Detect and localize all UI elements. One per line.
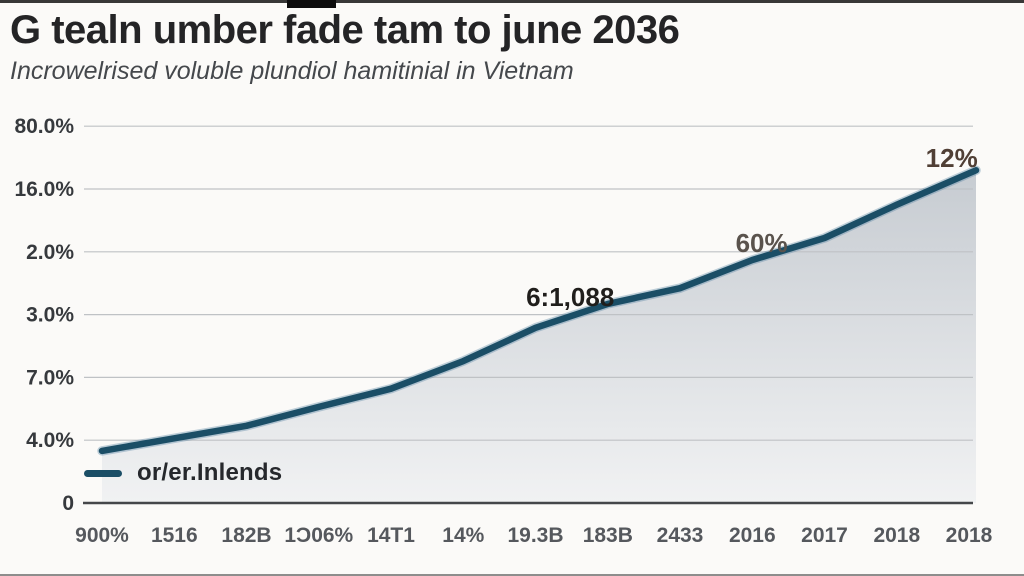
x-axis-label: 14T1 bbox=[367, 524, 415, 547]
bottom-edge-bar bbox=[0, 574, 1024, 576]
x-axis-label: 19.3B bbox=[507, 524, 563, 547]
y-axis-tick-label: 16.0% bbox=[14, 178, 74, 201]
chart-title: G tealn umber fade tam to june 2036 bbox=[10, 8, 680, 52]
top-edge-bar bbox=[0, 0, 1024, 3]
top-edge-notch bbox=[287, 0, 336, 8]
y-axis-tick-label: 4.0% bbox=[26, 429, 74, 452]
trend-line bbox=[98, 167, 980, 455]
x-axis-label: 2017 bbox=[801, 524, 848, 547]
x-axis-label: 2433 bbox=[657, 524, 704, 547]
data-label: 6:1,088 bbox=[526, 282, 614, 312]
chart-subtitle: Incrowelrised voluble plundiol hamitinia… bbox=[10, 57, 574, 85]
y-axis-tick-label: 7.0% bbox=[26, 366, 74, 389]
x-axis-label: 183B bbox=[583, 524, 633, 547]
data-label: 60% bbox=[736, 228, 788, 258]
x-axis-label: 182B bbox=[221, 524, 271, 547]
x-axis-label: 2018 bbox=[946, 524, 993, 547]
y-axis-tick-label: 3.0% bbox=[26, 304, 74, 327]
legend: or/er.Inlends bbox=[84, 459, 282, 487]
data-label: 12% bbox=[926, 143, 978, 173]
x-axis-label: 1516 bbox=[151, 524, 198, 547]
x-axis-label: 2016 bbox=[729, 524, 776, 547]
x-axis-label: 900% bbox=[75, 524, 129, 547]
x-axis-label: 14% bbox=[442, 524, 484, 547]
y-axis-tick-label: 80.0% bbox=[14, 115, 74, 138]
x-axis-label: 1Ɔ06% bbox=[284, 524, 353, 547]
legend-label: or/er.Inlends bbox=[137, 459, 283, 486]
area-fill bbox=[102, 170, 976, 504]
legend-line-swatch bbox=[84, 469, 122, 477]
y-axis-tick-label: 0 bbox=[62, 492, 74, 515]
y-axis-tick-label: 2.0% bbox=[26, 241, 74, 264]
x-axis-label: 2018 bbox=[873, 524, 920, 547]
